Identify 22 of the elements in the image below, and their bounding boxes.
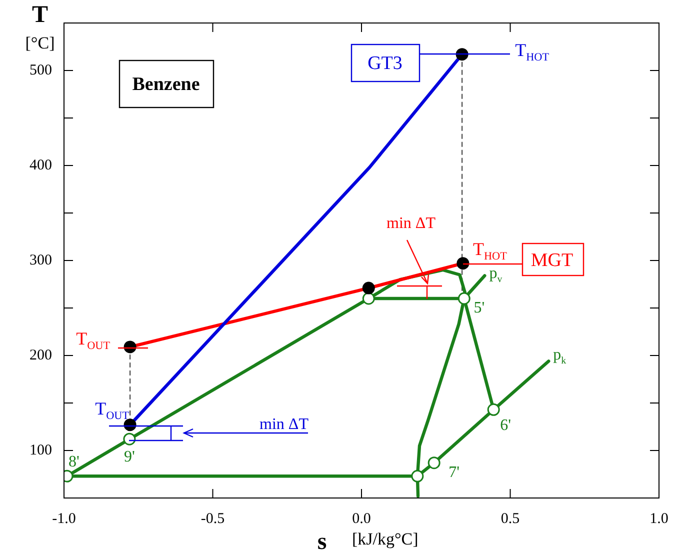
annotation: 7' [448, 464, 460, 482]
annotation: Benzene [132, 74, 200, 95]
annotation: MGT [530, 250, 574, 271]
x-tick-label: 1.0 [650, 510, 668, 527]
y-tick-label: 500 [30, 62, 52, 78]
annotation: 9' [124, 448, 136, 466]
y-tick-label: 100 [30, 442, 52, 458]
annotation: min ΔT [386, 215, 436, 232]
x-tick-label: 0.0 [352, 510, 371, 527]
y-tick-label: 400 [30, 157, 52, 174]
annotation: GT3 [368, 52, 402, 74]
x-tick-label: 0.5 [500, 510, 520, 527]
annotation: 8' [68, 453, 80, 470]
x-tick-label: -1.0 [52, 510, 76, 527]
y-tick-label: 300 [30, 252, 52, 268]
x-axis-title: s [kJ/kg°C] [317, 529, 418, 554]
y-tick-label: 200 [30, 347, 52, 364]
y-axis-title: T [°C] [25, 2, 55, 52]
x-tick-label: -0.5 [200, 510, 225, 527]
annotation: min ΔT [260, 416, 309, 434]
annotation: 5' [474, 300, 485, 317]
annotation: 6' [500, 416, 512, 434]
